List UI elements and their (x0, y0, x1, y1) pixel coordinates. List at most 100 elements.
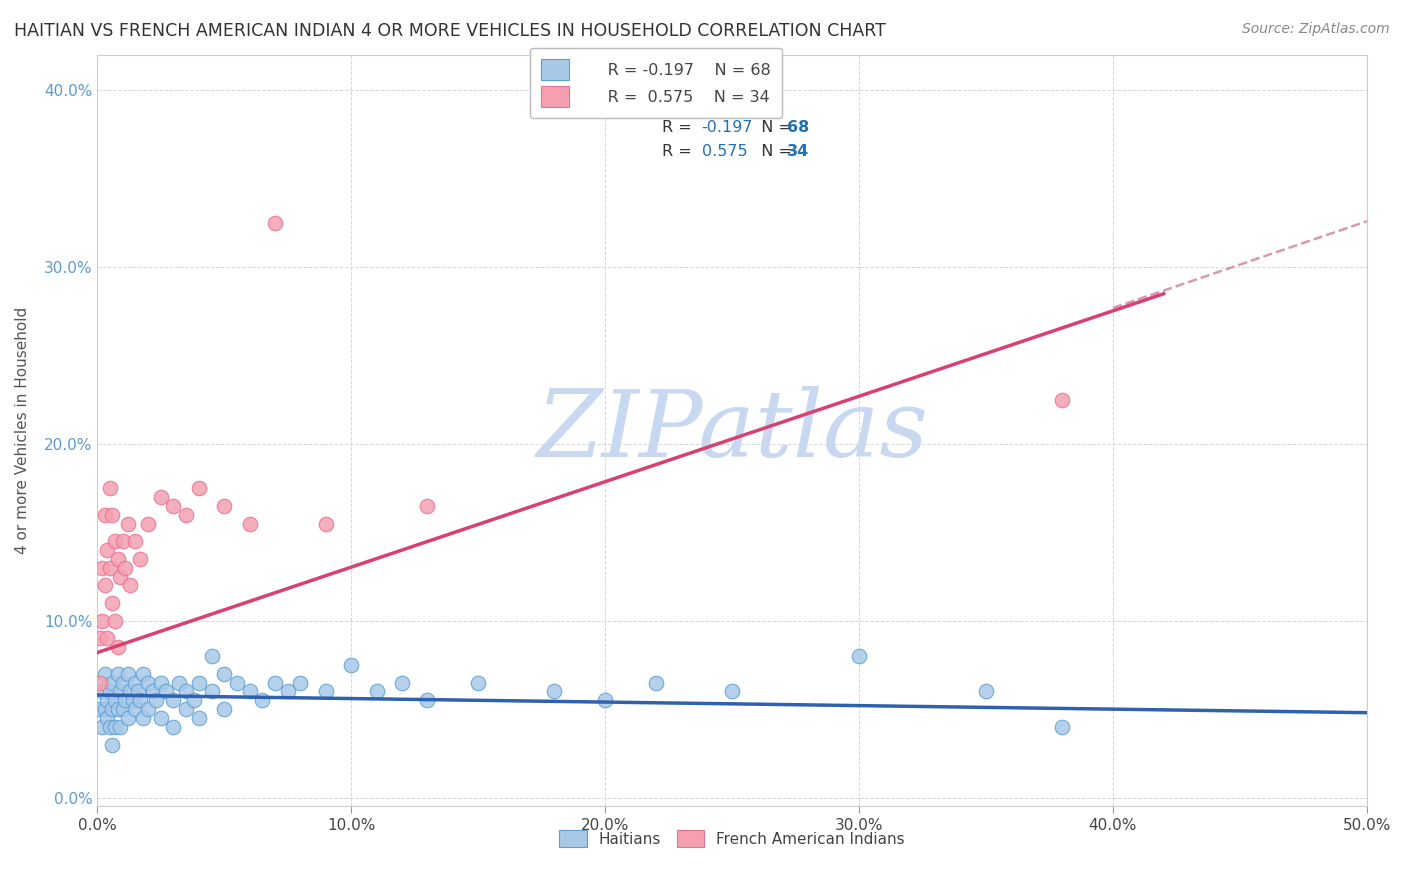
Point (162, 720, 184, 734)
Point (120, 578, 142, 592)
Point (101, 508, 124, 522)
Point (1050, 720, 1073, 734)
Point (543, 684, 565, 698)
Point (136, 675, 159, 690)
Text: R =: R = (662, 144, 697, 159)
Point (96, 693, 118, 707)
Point (117, 711, 139, 725)
Text: -0.197: -0.197 (702, 120, 754, 135)
Point (315, 516, 337, 531)
Point (212, 702, 235, 716)
Point (167, 675, 190, 690)
Point (416, 499, 439, 513)
Point (239, 684, 262, 698)
Point (136, 516, 159, 531)
Point (91, 684, 114, 698)
Point (120, 684, 142, 698)
Text: 34: 34 (787, 144, 810, 159)
Point (721, 684, 744, 698)
Point (108, 720, 131, 734)
Point (121, 693, 143, 707)
Point (124, 534, 146, 549)
Point (142, 684, 165, 698)
Point (114, 693, 136, 707)
Point (104, 614, 127, 628)
Point (107, 640, 129, 655)
Point (96, 543, 118, 558)
Point (107, 666, 129, 681)
Point (108, 569, 131, 583)
Point (111, 534, 134, 549)
Point (315, 684, 337, 698)
Point (101, 702, 124, 716)
Text: ZIPatlas: ZIPatlas (536, 385, 928, 475)
Point (277, 684, 299, 698)
Point (117, 666, 139, 681)
Point (162, 693, 184, 707)
Point (96, 711, 118, 725)
Point (94, 578, 117, 592)
Point (96, 632, 118, 646)
Point (136, 702, 159, 716)
Point (98, 481, 121, 495)
Point (124, 702, 146, 716)
Point (391, 675, 413, 690)
Point (111, 702, 134, 716)
Point (1050, 392, 1073, 407)
Point (132, 666, 155, 681)
Point (104, 693, 127, 707)
Point (187, 481, 209, 495)
Point (107, 702, 129, 716)
Point (101, 596, 124, 610)
Point (94, 702, 117, 716)
Point (848, 649, 870, 664)
Point (162, 499, 184, 513)
Point (644, 675, 666, 690)
Point (149, 490, 172, 504)
Point (187, 675, 209, 690)
Text: 68: 68 (787, 120, 810, 135)
Point (89, 675, 111, 690)
Point (108, 684, 131, 698)
Point (149, 711, 172, 725)
Point (89, 702, 111, 716)
Point (264, 675, 287, 690)
Point (200, 684, 222, 698)
Point (94, 508, 117, 522)
Point (467, 675, 489, 690)
Point (129, 693, 152, 707)
Point (264, 216, 287, 230)
Text: HAITIAN VS FRENCH AMERICAN INDIAN 4 OR MORE VEHICLES IN HOUSEHOLD CORRELATION CH: HAITIAN VS FRENCH AMERICAN INDIAN 4 OR M… (14, 22, 886, 40)
Point (104, 534, 127, 549)
Point (200, 649, 222, 664)
Point (129, 552, 152, 566)
Point (366, 684, 388, 698)
Point (187, 711, 209, 725)
Point (132, 711, 155, 725)
Text: Source: ZipAtlas.com: Source: ZipAtlas.com (1241, 22, 1389, 37)
Point (91, 614, 114, 628)
Point (212, 499, 235, 513)
Point (212, 666, 235, 681)
Text: R =: R = (662, 120, 697, 135)
Point (89, 632, 111, 646)
Point (145, 693, 167, 707)
Y-axis label: 4 or more Vehicles in Household: 4 or more Vehicles in Household (15, 307, 30, 554)
Point (174, 508, 197, 522)
Point (117, 516, 139, 531)
Text: N =: N = (751, 120, 797, 135)
Point (98, 560, 121, 574)
Text: N =: N = (751, 144, 797, 159)
Point (114, 560, 136, 574)
Point (340, 657, 363, 672)
Point (98, 684, 121, 698)
Point (155, 684, 177, 698)
Point (91, 560, 114, 574)
Point (252, 693, 274, 707)
Point (225, 675, 247, 690)
Point (290, 675, 312, 690)
Point (127, 684, 149, 698)
Point (974, 684, 997, 698)
Point (91, 720, 114, 734)
Point (239, 516, 262, 531)
